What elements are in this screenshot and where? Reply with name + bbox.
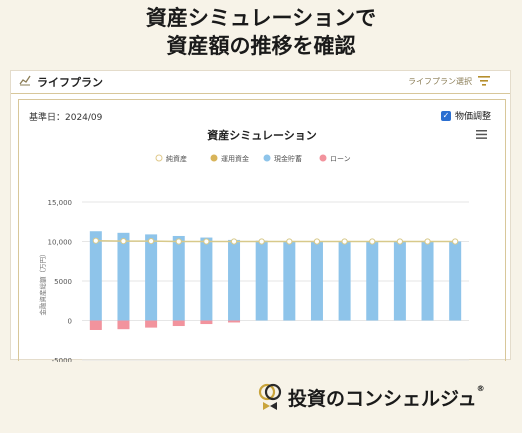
- price-adjust-checkbox[interactable]: ✓: [440, 110, 451, 121]
- hamburger-menu-icon[interactable]: [476, 130, 487, 139]
- net-assets-point: [313, 238, 321, 245]
- loan-bar: [117, 320, 130, 330]
- price-adjust-label: 物価調整: [454, 112, 491, 122]
- cash-savings-bar: [145, 234, 158, 321]
- loan-bar: [228, 320, 241, 323]
- legend-label: 純資産: [166, 154, 187, 163]
- legend-marker: [319, 154, 327, 162]
- net-assets-point: [452, 238, 459, 245]
- net-assets-point: [424, 238, 431, 245]
- y-tick-label: 10,000: [48, 239, 73, 247]
- net-assets-point: [396, 238, 403, 245]
- loan-bar: [89, 320, 102, 330]
- net-assets-point: [148, 238, 155, 245]
- panel-header: ライフプラン ライフプラン選択: [11, 71, 510, 94]
- cash-savings-bar: [283, 241, 296, 321]
- panel-title: ライフプラン: [37, 76, 103, 89]
- brand-rings-icon: [258, 383, 282, 410]
- y-axis-label: 金融資産総額（万円）: [38, 251, 47, 316]
- base-date: 基準日：2024/09: [29, 113, 103, 123]
- cash-savings-bar: [393, 241, 406, 321]
- loan-bar: [145, 320, 158, 328]
- legend-marker: [210, 154, 218, 162]
- cash-savings-bar: [200, 237, 213, 321]
- filter-icon[interactable]: [478, 76, 490, 86]
- net-assets-point: [175, 238, 182, 245]
- legend-label: 運用資金: [221, 154, 249, 163]
- cash-savings-bar: [89, 231, 102, 321]
- headline-line-2: 資産額の推移を確認: [166, 34, 356, 58]
- cash-savings-bar: [366, 241, 379, 321]
- headline-line-1: 資産シミュレーションで: [145, 6, 377, 30]
- price-adjust-toggle[interactable]: ✓ 物価調整: [440, 109, 491, 122]
- cash-savings-bar: [449, 241, 462, 321]
- simulation-card: 基準日：2024/09 ✓ 物価調整 資産シミュレーション 純資産 運用資金 現金貯…: [18, 99, 506, 362]
- net-assets-point: [120, 238, 127, 245]
- headline: 資産シミュレーションで 資産額の推移を確認: [0, 4, 522, 60]
- line-chart-icon: [19, 75, 31, 86]
- life-plan-select-link[interactable]: ライフプラン選択: [408, 77, 472, 86]
- brand-name: 投資のコンシェルジュ®: [288, 383, 485, 410]
- life-plan-panel: ライフプラン ライフプラン選択 基準日：2024/09 ✓ 物価調整 資産シミュ…: [10, 70, 511, 362]
- net-assets-point: [92, 237, 99, 244]
- brand-registered-mark: ®: [476, 383, 485, 393]
- chart-title: 資産シミュレーション: [207, 129, 317, 142]
- legend-label: 現金貯蓄: [274, 154, 302, 163]
- y-tick-label: 5000: [54, 278, 72, 286]
- net-assets-point: [258, 238, 265, 245]
- y-tick-label: 0: [68, 318, 72, 326]
- cash-savings-bar: [117, 232, 130, 321]
- legend-marker: [263, 154, 271, 162]
- cash-savings-bar: [228, 239, 241, 321]
- y-tick-label: -5000: [52, 357, 72, 362]
- loan-bar: [200, 320, 213, 325]
- net-assets-point: [341, 238, 348, 245]
- net-assets-line: [95, 239, 456, 243]
- cash-savings-bar: [172, 235, 185, 321]
- brand-logo: 投資のコンシェルジュ®: [258, 382, 485, 412]
- y-tick-label: 15,000: [48, 199, 73, 207]
- net-assets-point: [230, 238, 238, 245]
- cash-savings-bar: [338, 241, 351, 321]
- legend-marker: [155, 154, 163, 162]
- net-assets-point: [203, 238, 210, 245]
- net-assets-point: [369, 238, 376, 245]
- loan-bar: [172, 320, 185, 327]
- net-assets-point: [286, 238, 293, 245]
- cash-savings-bar: [255, 240, 268, 321]
- legend-label: ローン: [330, 155, 351, 163]
- cash-savings-bar: [310, 241, 323, 321]
- cash-savings-bar: [421, 241, 434, 321]
- asset-simulation-chart: 純資産 運用資金 現金貯蓄 ローン 15,000 10,000 5000 0 -5000 金融資産…: [38, 154, 469, 362]
